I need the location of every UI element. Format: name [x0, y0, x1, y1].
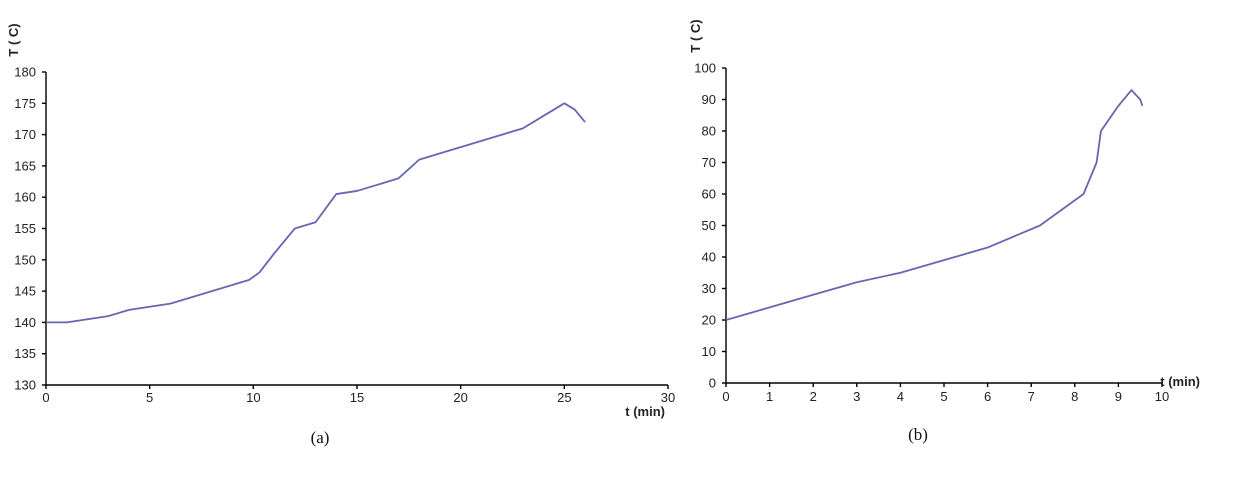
x-tick-label: 6	[984, 389, 991, 404]
y-tick-label: 165	[14, 158, 36, 173]
x-tick-label: 7	[1028, 389, 1035, 404]
x-tick-label: 30	[661, 390, 675, 405]
x-tick-label: 0	[722, 389, 729, 404]
chart-caption: (a)	[311, 428, 330, 447]
y-tick-label: 40	[702, 250, 716, 265]
y-tick-label: 130	[14, 378, 36, 393]
y-tick-label: 180	[14, 65, 36, 80]
y-tick-label: 150	[14, 252, 36, 267]
y-tick-label: 50	[702, 218, 716, 233]
x-tick-label: 0	[42, 390, 49, 405]
y-tick-label: 145	[14, 284, 36, 299]
y-tick-label: 0	[709, 376, 716, 391]
y-tick-label: 140	[14, 315, 36, 330]
x-tick-label: 8	[1071, 389, 1078, 404]
x-tick-label: 25	[557, 390, 571, 405]
x-tick-label: 15	[350, 390, 364, 405]
x-tick-label: 20	[453, 390, 467, 405]
chart-a: 130 135 140 145 150 155 160 165 170 175 180 0 5 10 15 2…	[6, 23, 675, 447]
chart-caption: (b)	[908, 425, 928, 444]
y-tick-label: 20	[702, 313, 716, 328]
x-tick-label: 1	[766, 389, 773, 404]
series-line	[725, 89, 1144, 321]
y-tick-label: 60	[702, 187, 716, 202]
y-axis-title: T ( C)	[6, 23, 21, 56]
x-tick-label: 10	[246, 390, 260, 405]
y-tick-label: 155	[14, 221, 36, 236]
x-tick-label: 10	[1155, 389, 1169, 404]
y-tick-label: 175	[14, 96, 36, 111]
x-tick-label: 9	[1115, 389, 1122, 404]
y-tick-label: 80	[702, 124, 716, 139]
x-axis-title: t (min)	[1160, 374, 1200, 389]
x-tick-label: 5	[146, 390, 153, 405]
x-tick-label: 4	[897, 389, 904, 404]
y-tick-label: 100	[694, 61, 716, 76]
y-tick-label: 160	[14, 190, 36, 205]
x-tick-label: 5	[940, 389, 947, 404]
y-tick-label: 30	[702, 281, 716, 296]
x-axis-title: t (min)	[625, 404, 665, 419]
chart-b: 0 10 20 30 40 50 60 70 80 90 100 0 1 2 3 4 5 6 7 8 9 10 T ( C)…	[688, 19, 1200, 444]
y-axis-title: T ( C)	[688, 19, 703, 52]
x-tick-label: 3	[853, 389, 860, 404]
x-tick-label: 2	[810, 389, 817, 404]
series-line	[46, 102, 586, 324]
y-tick-label: 170	[14, 127, 36, 142]
y-tick-label: 10	[702, 344, 716, 359]
y-tick-label: 90	[702, 92, 716, 107]
y-tick-label: 70	[702, 155, 716, 170]
y-tick-label: 135	[14, 346, 36, 361]
